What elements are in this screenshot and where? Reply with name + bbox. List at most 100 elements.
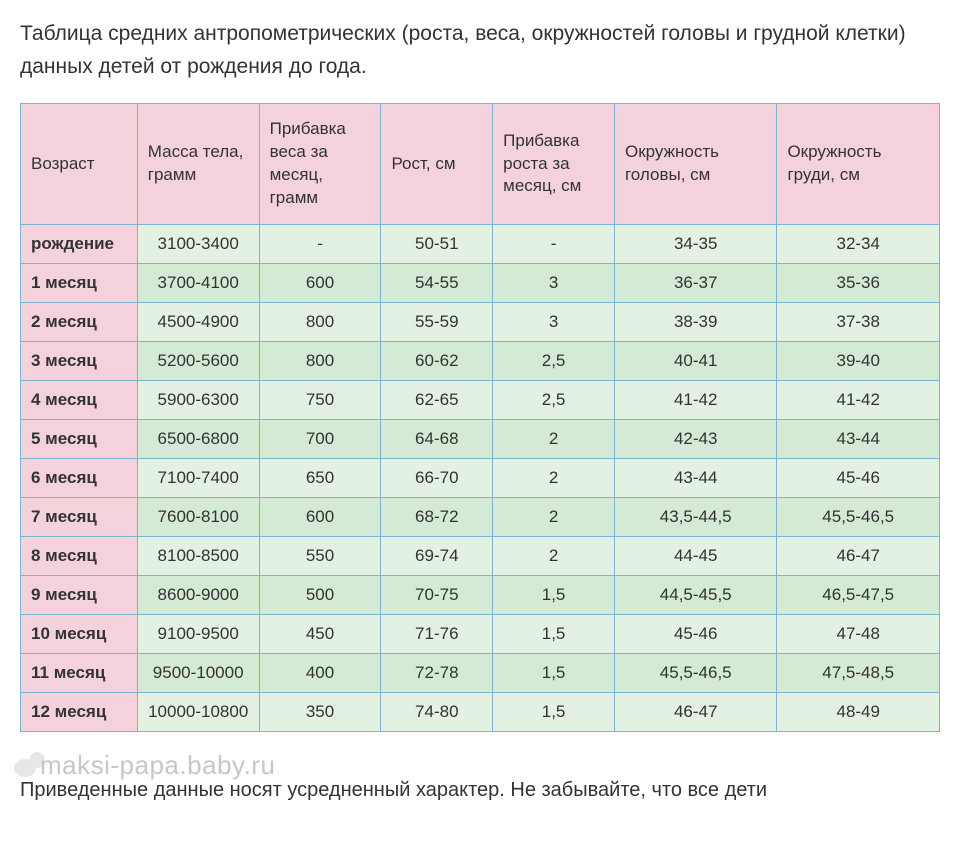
- row-age: 3 месяц: [21, 341, 138, 380]
- cell-gain_h: 1,5: [493, 575, 615, 614]
- col-gain-w: Прибавка веса за месяц, грамм: [259, 104, 381, 225]
- table-row: 11 месяц9500-1000040072-781,545,5-46,547…: [21, 653, 940, 692]
- cell-chest: 39-40: [777, 341, 940, 380]
- cell-head: 44,5-45,5: [614, 575, 776, 614]
- cell-chest: 46,5-47,5: [777, 575, 940, 614]
- table-row: 10 месяц9100-950045071-761,545-4647-48: [21, 614, 940, 653]
- cell-gain_w: 700: [259, 419, 381, 458]
- col-chest: Окружность груди, см: [777, 104, 940, 225]
- col-age: Возраст: [21, 104, 138, 225]
- cell-gain_h: 1,5: [493, 692, 615, 731]
- cell-mass: 9500-10000: [137, 653, 259, 692]
- cell-chest: 48-49: [777, 692, 940, 731]
- cell-chest: 45-46: [777, 458, 940, 497]
- cell-mass: 8100-8500: [137, 536, 259, 575]
- cell-gain_w: 650: [259, 458, 381, 497]
- cell-gain_h: 1,5: [493, 653, 615, 692]
- row-age: рождение: [21, 224, 138, 263]
- cell-head: 41-42: [614, 380, 776, 419]
- cell-height: 72-78: [381, 653, 493, 692]
- cell-gain_h: 2: [493, 497, 615, 536]
- cell-head: 34-35: [614, 224, 776, 263]
- row-age: 5 месяц: [21, 419, 138, 458]
- table-row: 1 месяц3700-410060054-55336-3735-36: [21, 263, 940, 302]
- table-row: 4 месяц5900-630075062-652,541-4241-42: [21, 380, 940, 419]
- cell-gain_w: 750: [259, 380, 381, 419]
- table-row: рождение3100-3400-50-51-34-3532-34: [21, 224, 940, 263]
- cell-mass: 4500-4900: [137, 302, 259, 341]
- cell-height: 64-68: [381, 419, 493, 458]
- row-age: 9 месяц: [21, 575, 138, 614]
- row-age: 2 месяц: [21, 302, 138, 341]
- table-header-row: Возраст Масса тела, грамм Прибавка веса …: [21, 104, 940, 225]
- cell-chest: 43-44: [777, 419, 940, 458]
- cell-head: 38-39: [614, 302, 776, 341]
- cell-mass: 7100-7400: [137, 458, 259, 497]
- cell-gain_w: 500: [259, 575, 381, 614]
- cell-gain_h: 2: [493, 419, 615, 458]
- row-age: 8 месяц: [21, 536, 138, 575]
- cell-head: 45,5-46,5: [614, 653, 776, 692]
- cell-head: 42-43: [614, 419, 776, 458]
- table-row: 5 месяц6500-680070064-68242-4343-44: [21, 419, 940, 458]
- col-gain-h: Прибавка роста за месяц, см: [493, 104, 615, 225]
- cell-chest: 37-38: [777, 302, 940, 341]
- cell-mass: 6500-6800: [137, 419, 259, 458]
- cell-gain_w: 600: [259, 497, 381, 536]
- col-head: Окружность головы, см: [614, 104, 776, 225]
- row-age: 11 месяц: [21, 653, 138, 692]
- watermark-text: maksi-papa.baby.ru: [40, 750, 275, 780]
- cell-chest: 41-42: [777, 380, 940, 419]
- table-row: 12 месяц10000-1080035074-801,546-4748-49: [21, 692, 940, 731]
- cell-chest: 45,5-46,5: [777, 497, 940, 536]
- cell-gain_w: 400: [259, 653, 381, 692]
- cell-gain_w: 800: [259, 302, 381, 341]
- cell-height: 62-65: [381, 380, 493, 419]
- cell-gain_w: 350: [259, 692, 381, 731]
- cell-gain_w: 550: [259, 536, 381, 575]
- table-row: 7 месяц7600-810060068-72243,5-44,545,5-4…: [21, 497, 940, 536]
- col-mass: Масса тела, грамм: [137, 104, 259, 225]
- cell-height: 68-72: [381, 497, 493, 536]
- cell-gain_h: 3: [493, 302, 615, 341]
- cell-mass: 3700-4100: [137, 263, 259, 302]
- cell-chest: 46-47: [777, 536, 940, 575]
- row-age: 12 месяц: [21, 692, 138, 731]
- row-age: 6 месяц: [21, 458, 138, 497]
- table-row: 3 месяц5200-560080060-622,540-4139-40: [21, 341, 940, 380]
- cell-height: 60-62: [381, 341, 493, 380]
- cell-head: 40-41: [614, 341, 776, 380]
- cell-mass: 10000-10800: [137, 692, 259, 731]
- cell-mass: 5900-6300: [137, 380, 259, 419]
- cell-chest: 47,5-48,5: [777, 653, 940, 692]
- cell-chest: 32-34: [777, 224, 940, 263]
- cell-gain_w: 450: [259, 614, 381, 653]
- cell-height: 55-59: [381, 302, 493, 341]
- cell-height: 50-51: [381, 224, 493, 263]
- cell-head: 44-45: [614, 536, 776, 575]
- row-age: 4 месяц: [21, 380, 138, 419]
- cell-chest: 47-48: [777, 614, 940, 653]
- cell-mass: 7600-8100: [137, 497, 259, 536]
- baby-icon: [14, 750, 48, 780]
- col-height: Рост, см: [381, 104, 493, 225]
- cell-gain_h: 2,5: [493, 380, 615, 419]
- footnote: Приведенные данные носят усредненный хар…: [20, 779, 940, 802]
- cell-height: 74-80: [381, 692, 493, 731]
- cell-head: 36-37: [614, 263, 776, 302]
- cell-height: 54-55: [381, 263, 493, 302]
- cell-gain_h: -: [493, 224, 615, 263]
- watermark: maksi-papa.baby.ru: [20, 750, 940, 781]
- cell-mass: 8600-9000: [137, 575, 259, 614]
- cell-gain_w: 600: [259, 263, 381, 302]
- cell-gain_h: 2,5: [493, 341, 615, 380]
- cell-mass: 9100-9500: [137, 614, 259, 653]
- cell-gain_h: 1,5: [493, 614, 615, 653]
- cell-gain_h: 2: [493, 458, 615, 497]
- anthropometric-table: Возраст Масса тела, грамм Прибавка веса …: [20, 103, 940, 732]
- cell-head: 43-44: [614, 458, 776, 497]
- table-row: 6 месяц7100-740065066-70243-4445-46: [21, 458, 940, 497]
- cell-height: 69-74: [381, 536, 493, 575]
- cell-head: 45-46: [614, 614, 776, 653]
- cell-gain_w: 800: [259, 341, 381, 380]
